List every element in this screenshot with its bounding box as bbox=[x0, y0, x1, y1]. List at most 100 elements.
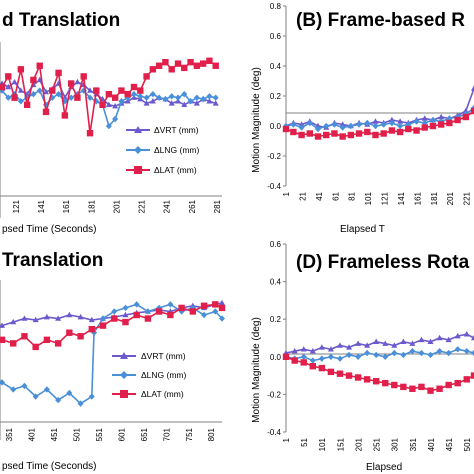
data-point-lng bbox=[66, 389, 73, 397]
panel-c-series bbox=[0, 299, 226, 407]
data-point-lat bbox=[290, 128, 297, 136]
data-point-lat bbox=[454, 116, 461, 124]
data-point-lng bbox=[0, 379, 5, 386]
data-point-lat bbox=[470, 107, 474, 115]
x-tick-label: 221 bbox=[463, 191, 472, 205]
data-point-lng bbox=[137, 93, 144, 100]
data-point-vrt bbox=[372, 118, 379, 124]
data-point-lat bbox=[17, 66, 25, 73]
x-tick-label: 201 bbox=[354, 437, 363, 451]
data-point-lat bbox=[21, 333, 28, 340]
data-point-lat bbox=[463, 376, 470, 383]
panel-c-title: Translation bbox=[2, 250, 103, 271]
panel-d: (D) Frameless Rota Motion Magnitude (deg… bbox=[251, 240, 474, 473]
data-point-lat bbox=[437, 121, 445, 128]
data-point-lat bbox=[42, 108, 50, 116]
panel-b-title: (B) Frame-based R bbox=[296, 10, 465, 31]
data-point-vrt bbox=[471, 85, 474, 91]
data-point-vrt bbox=[17, 87, 24, 93]
data-point-lng bbox=[111, 308, 118, 315]
data-point-vrt bbox=[122, 311, 129, 318]
data-point-vrt bbox=[291, 347, 298, 354]
data-point-lat bbox=[99, 322, 107, 329]
data-point-lat bbox=[418, 383, 425, 391]
square-marker-icon bbox=[134, 166, 142, 174]
x-tick-label: 181 bbox=[87, 199, 96, 213]
legend-item-vrt: ΔVRT (mm) bbox=[112, 351, 186, 361]
data-point-lat bbox=[212, 301, 219, 308]
data-point-vrt bbox=[88, 316, 95, 323]
data-point-lat bbox=[118, 87, 125, 94]
data-point-vrt bbox=[32, 316, 39, 323]
y-tick-label: 0.2 bbox=[270, 92, 282, 101]
data-point-lat bbox=[388, 127, 396, 134]
data-point-lng bbox=[193, 94, 200, 101]
data-point-lng bbox=[372, 122, 379, 130]
panel-d-series bbox=[282, 331, 474, 394]
data-point-lng bbox=[290, 121, 297, 128]
data-point-lng bbox=[17, 98, 24, 105]
data-point-lng bbox=[356, 121, 363, 128]
data-point-lat bbox=[323, 131, 330, 139]
data-point-lat bbox=[363, 376, 371, 383]
data-point-lng bbox=[219, 315, 225, 322]
data-point-lng bbox=[118, 98, 125, 105]
data-point-vrt bbox=[355, 340, 362, 346]
y-tick-label: 0.8 bbox=[270, 2, 282, 11]
data-point-lng bbox=[112, 115, 119, 123]
data-point-lat bbox=[0, 83, 6, 91]
data-point-lng bbox=[471, 349, 474, 357]
x-tick-label: 121 bbox=[381, 191, 390, 205]
x-tick-label: 651 bbox=[140, 427, 149, 441]
x-tick-label: 701 bbox=[162, 427, 171, 441]
data-point-lng bbox=[77, 400, 84, 407]
data-point-lat bbox=[111, 315, 118, 322]
x-tick-label: 551 bbox=[95, 427, 104, 441]
data-point-lng bbox=[418, 349, 425, 357]
data-point-lng bbox=[391, 349, 398, 357]
data-point-lat bbox=[144, 315, 152, 322]
data-point-vrt bbox=[462, 107, 469, 114]
data-point-lng bbox=[149, 90, 156, 98]
data-point-lat bbox=[199, 60, 207, 67]
panel-b-x-label: Elapsed T bbox=[340, 224, 385, 235]
x-tick-label: 141 bbox=[37, 199, 46, 213]
data-point-lng bbox=[144, 308, 151, 315]
data-point-lat bbox=[318, 364, 326, 372]
x-tick-label: 261 bbox=[188, 199, 197, 213]
data-point-lat bbox=[339, 133, 346, 140]
series-line-vrt bbox=[285, 333, 474, 354]
data-point-vrt bbox=[339, 121, 346, 127]
y-tick-label: 0.6 bbox=[270, 32, 282, 41]
x-tick-label: 281 bbox=[213, 199, 222, 213]
data-point-lng bbox=[318, 355, 325, 362]
x-tick-label: 161 bbox=[62, 199, 71, 213]
data-point-lat bbox=[354, 374, 362, 381]
data-point-lat bbox=[291, 357, 298, 364]
y-tick-label: 0.6 bbox=[270, 240, 282, 249]
triangle-marker-icon bbox=[120, 352, 128, 359]
data-point-lat bbox=[32, 343, 39, 351]
data-point-vrt bbox=[400, 338, 407, 344]
y-tick-label: -0.2 bbox=[267, 152, 281, 161]
x-tick-label: 1 bbox=[282, 437, 291, 442]
data-point-lng bbox=[429, 116, 436, 124]
data-point-lng bbox=[143, 94, 150, 101]
data-point-lat bbox=[200, 302, 208, 309]
panel-a-title: d Translation bbox=[2, 10, 120, 31]
data-point-lng bbox=[212, 308, 219, 315]
data-point-lat bbox=[99, 101, 106, 108]
data-point-lat bbox=[427, 387, 434, 394]
x-tick-label: 201 bbox=[446, 191, 455, 205]
data-point-lat bbox=[137, 87, 144, 94]
data-point-lat bbox=[5, 73, 12, 80]
data-point-lng bbox=[68, 94, 75, 101]
x-tick-label: 21 bbox=[298, 191, 307, 200]
data-point-vrt bbox=[309, 347, 316, 354]
x-tick-label: 451 bbox=[445, 437, 454, 451]
data-point-vrt bbox=[318, 344, 325, 350]
x-tick-label: 161 bbox=[413, 191, 422, 205]
data-point-lng bbox=[55, 396, 62, 404]
data-point-lat bbox=[380, 130, 387, 137]
